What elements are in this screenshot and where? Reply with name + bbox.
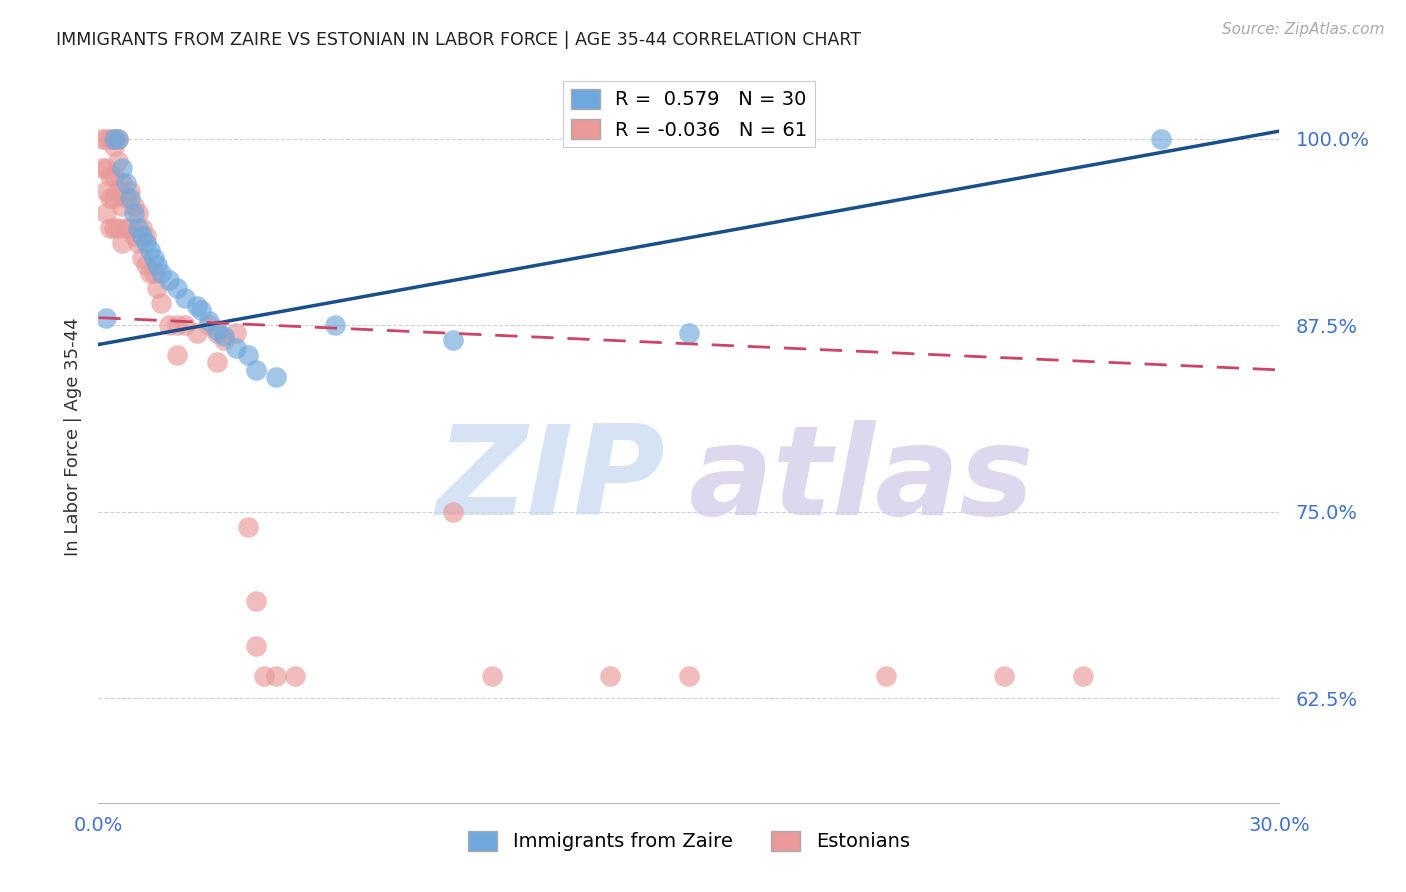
Point bbox=[96, 184, 118, 198]
Point bbox=[131, 228, 153, 243]
Point bbox=[236, 519, 259, 533]
Point bbox=[127, 221, 149, 235]
Point bbox=[131, 221, 153, 235]
Point bbox=[253, 669, 276, 683]
Point bbox=[1071, 669, 1094, 683]
Point bbox=[678, 669, 700, 683]
Point bbox=[284, 669, 307, 683]
Point bbox=[107, 131, 129, 145]
Point bbox=[98, 191, 121, 205]
Point bbox=[122, 228, 145, 243]
Point bbox=[96, 206, 118, 220]
Point bbox=[135, 259, 157, 273]
Point bbox=[197, 313, 219, 327]
Point bbox=[111, 161, 134, 176]
Point bbox=[96, 131, 118, 145]
Point bbox=[323, 318, 346, 332]
Point bbox=[166, 318, 188, 332]
Point bbox=[142, 251, 165, 265]
Point bbox=[441, 333, 464, 347]
Text: Source: ZipAtlas.com: Source: ZipAtlas.com bbox=[1222, 22, 1385, 37]
Point bbox=[1150, 131, 1173, 145]
Point bbox=[135, 235, 157, 250]
Point bbox=[91, 161, 114, 176]
Point bbox=[135, 228, 157, 243]
Point bbox=[111, 199, 134, 213]
Point bbox=[146, 259, 169, 273]
Point bbox=[127, 235, 149, 250]
Point bbox=[103, 131, 125, 145]
Point bbox=[150, 266, 173, 280]
Point bbox=[225, 326, 247, 340]
Point bbox=[146, 281, 169, 295]
Point bbox=[264, 370, 287, 384]
Point bbox=[174, 318, 197, 332]
Point bbox=[115, 221, 138, 235]
Point bbox=[103, 169, 125, 183]
Point bbox=[96, 310, 118, 325]
Point bbox=[107, 131, 129, 145]
Point bbox=[131, 251, 153, 265]
Point bbox=[122, 206, 145, 220]
Legend: Immigrants from Zaire, Estonians: Immigrants from Zaire, Estonians bbox=[460, 822, 918, 859]
Point bbox=[190, 303, 212, 318]
Point bbox=[205, 326, 228, 340]
Point bbox=[875, 669, 897, 683]
Point bbox=[91, 131, 114, 145]
Point bbox=[111, 177, 134, 191]
Point bbox=[441, 505, 464, 519]
Point bbox=[118, 221, 141, 235]
Point bbox=[150, 295, 173, 310]
Point bbox=[115, 177, 138, 191]
Point bbox=[122, 199, 145, 213]
Point bbox=[103, 131, 125, 145]
Point bbox=[115, 191, 138, 205]
Point bbox=[138, 266, 160, 280]
Point bbox=[245, 363, 267, 377]
Point bbox=[993, 669, 1015, 683]
Point bbox=[127, 206, 149, 220]
Point bbox=[245, 639, 267, 653]
Point bbox=[214, 333, 236, 347]
Point bbox=[174, 291, 197, 305]
Text: atlas: atlas bbox=[689, 420, 1035, 541]
Point bbox=[678, 326, 700, 340]
Text: IMMIGRANTS FROM ZAIRE VS ESTONIAN IN LABOR FORCE | AGE 35-44 CORRELATION CHART: IMMIGRANTS FROM ZAIRE VS ESTONIAN IN LAB… bbox=[56, 31, 862, 49]
Point bbox=[264, 669, 287, 683]
Point bbox=[107, 153, 129, 168]
Point bbox=[186, 299, 208, 313]
Point bbox=[166, 348, 188, 362]
Point bbox=[205, 355, 228, 369]
Point bbox=[103, 191, 125, 205]
Point bbox=[107, 184, 129, 198]
Point bbox=[157, 318, 180, 332]
Point bbox=[481, 669, 503, 683]
Point bbox=[103, 139, 125, 153]
Point bbox=[107, 221, 129, 235]
Text: ZIP: ZIP bbox=[437, 420, 665, 541]
Point bbox=[599, 669, 621, 683]
Point bbox=[236, 348, 259, 362]
Y-axis label: In Labor Force | Age 35-44: In Labor Force | Age 35-44 bbox=[63, 318, 82, 557]
Point bbox=[98, 221, 121, 235]
Point bbox=[157, 273, 180, 287]
Point bbox=[98, 131, 121, 145]
Point bbox=[142, 266, 165, 280]
Point bbox=[225, 341, 247, 355]
Point bbox=[118, 184, 141, 198]
Point bbox=[118, 191, 141, 205]
Point bbox=[98, 169, 121, 183]
Point bbox=[103, 221, 125, 235]
Point bbox=[197, 318, 219, 332]
Point bbox=[166, 281, 188, 295]
Point bbox=[111, 235, 134, 250]
Point bbox=[186, 326, 208, 340]
Point bbox=[96, 161, 118, 176]
Point bbox=[205, 323, 228, 337]
Point bbox=[245, 594, 267, 608]
Point bbox=[138, 244, 160, 258]
Point bbox=[214, 328, 236, 343]
